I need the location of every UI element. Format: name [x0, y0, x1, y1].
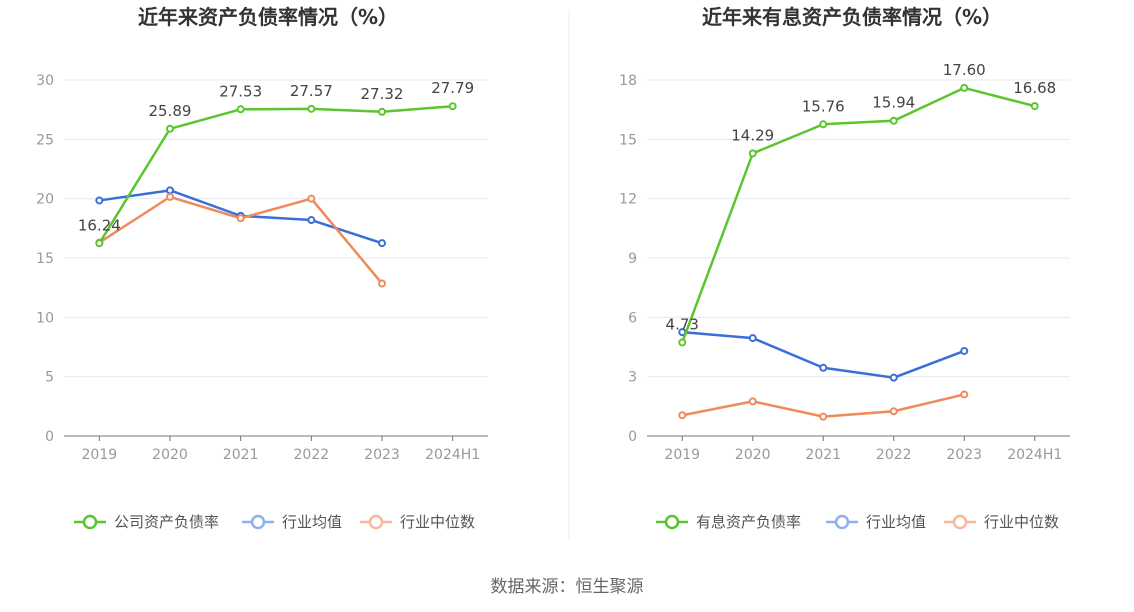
data-point — [819, 363, 828, 372]
x-tick-label: 2019 — [82, 447, 118, 463]
data-point — [889, 116, 898, 125]
y-tick-label: 0 — [45, 429, 54, 445]
data-point — [960, 346, 969, 355]
data-point — [819, 412, 828, 421]
data-point — [236, 105, 245, 114]
y-tick-label: 0 — [628, 429, 637, 445]
legend-label: 行业中位数 — [400, 513, 475, 531]
x-tick-label: 2022 — [294, 447, 330, 463]
chart-title: 近年来资产负债率情况（%） — [138, 5, 398, 29]
legend-item-company-ratio: 公司资产负债率 — [74, 513, 219, 531]
series-line — [681, 86, 1036, 343]
y-tick-label: 30 — [36, 73, 54, 89]
data-point — [307, 104, 316, 113]
x-tick-label: 2021 — [805, 447, 841, 463]
data-point — [678, 411, 687, 420]
data-label: 14.29 — [731, 126, 774, 144]
data-point — [889, 407, 898, 416]
x-tick-label: 2020 — [735, 447, 771, 463]
data-point — [1030, 102, 1039, 111]
x-tick-label: 2022 — [876, 447, 912, 463]
data-point — [748, 334, 757, 343]
legend-swatch-marker — [250, 514, 266, 530]
data-point — [678, 338, 687, 347]
data-point — [378, 107, 386, 116]
legend-item-industry-mean: 行业均值 — [242, 513, 342, 531]
legend-label: 行业均值 — [866, 513, 926, 531]
y-tick-label: 3 — [628, 370, 637, 386]
interest-bearing-liability-ratio-chart: 近年来有息资产负债率情况（%） 0 3 6 9 12 15 18 2019 2020 2021 20… — [619, 5, 1070, 531]
data-point — [960, 390, 969, 399]
y-tick-label: 20 — [36, 192, 54, 208]
data-label: 25.89 — [149, 102, 192, 120]
data-label: 27.57 — [290, 82, 333, 100]
data-point — [889, 373, 898, 382]
data-point — [378, 279, 386, 288]
data-label: 27.53 — [219, 82, 262, 100]
data-point — [307, 216, 316, 225]
data-point — [307, 194, 316, 203]
legend-swatch-marker — [664, 514, 680, 530]
legend-item-industry-median: 行业中位数 — [360, 513, 475, 531]
y-tick-label: 6 — [628, 310, 637, 326]
data-source-note: 数据来源：恒生聚源 — [491, 577, 644, 597]
data-point — [166, 124, 174, 133]
y-tick-label: 12 — [619, 192, 637, 208]
data-label: 27.79 — [431, 79, 474, 97]
data-point — [95, 196, 104, 205]
data-point — [95, 239, 104, 248]
data-point — [378, 239, 386, 248]
y-tick-label: 15 — [36, 251, 54, 267]
y-tick-label: 25 — [36, 132, 54, 148]
legend-swatch-marker — [834, 514, 850, 530]
x-tick-label: 2020 — [152, 447, 188, 463]
data-point — [819, 120, 828, 129]
data-point — [960, 83, 969, 92]
x-tick-label: 2024H1 — [1007, 447, 1062, 463]
data-label: 4.73 — [666, 315, 699, 333]
legend-swatch-marker — [368, 514, 384, 530]
x-tick-label: 2024H1 — [425, 447, 480, 463]
data-point — [748, 149, 757, 158]
asset-liability-ratio-chart: 近年来资产负债率情况（%） 0 5 10 15 20 25 30 2019 2020 2021 20… — [36, 5, 488, 531]
y-tick-label: 18 — [619, 73, 637, 89]
series-line — [98, 195, 383, 285]
legend-item-industry-median: 行业中位数 — [944, 513, 1059, 531]
data-point — [236, 214, 245, 223]
x-tick-label: 2019 — [664, 447, 700, 463]
y-tick-label: 9 — [628, 251, 637, 267]
data-point — [166, 186, 174, 195]
data-point — [448, 102, 457, 111]
data-label: 16.24 — [78, 216, 121, 234]
legend-item-industry-mean: 行业均值 — [826, 513, 926, 531]
chart-title: 近年来有息资产负债率情况（%） — [702, 5, 1002, 29]
series-line — [98, 104, 453, 244]
y-tick-label: 10 — [36, 310, 54, 326]
legend-label: 公司资产负债率 — [114, 513, 219, 531]
legend-swatch-marker — [952, 514, 968, 530]
data-label: 17.60 — [943, 61, 986, 79]
legend-label: 有息资产负债率 — [696, 513, 801, 531]
y-tick-label: 5 — [45, 370, 54, 386]
x-tick-label: 2023 — [364, 447, 400, 463]
data-label: 16.68 — [1013, 79, 1056, 97]
y-tick-label: 15 — [619, 132, 637, 148]
x-tick-label: 2023 — [946, 447, 982, 463]
data-point — [166, 192, 174, 201]
data-label: 15.76 — [802, 97, 845, 115]
data-point — [748, 397, 757, 406]
legend-swatch-marker — [82, 514, 98, 530]
data-label: 27.32 — [361, 85, 404, 103]
legend-label: 行业中位数 — [984, 513, 1059, 531]
legend-label: 行业均值 — [282, 513, 342, 531]
x-tick-label: 2021 — [223, 447, 259, 463]
data-label: 15.94 — [872, 94, 915, 112]
legend-item-interest-ratio: 有息资产负债率 — [656, 513, 801, 531]
